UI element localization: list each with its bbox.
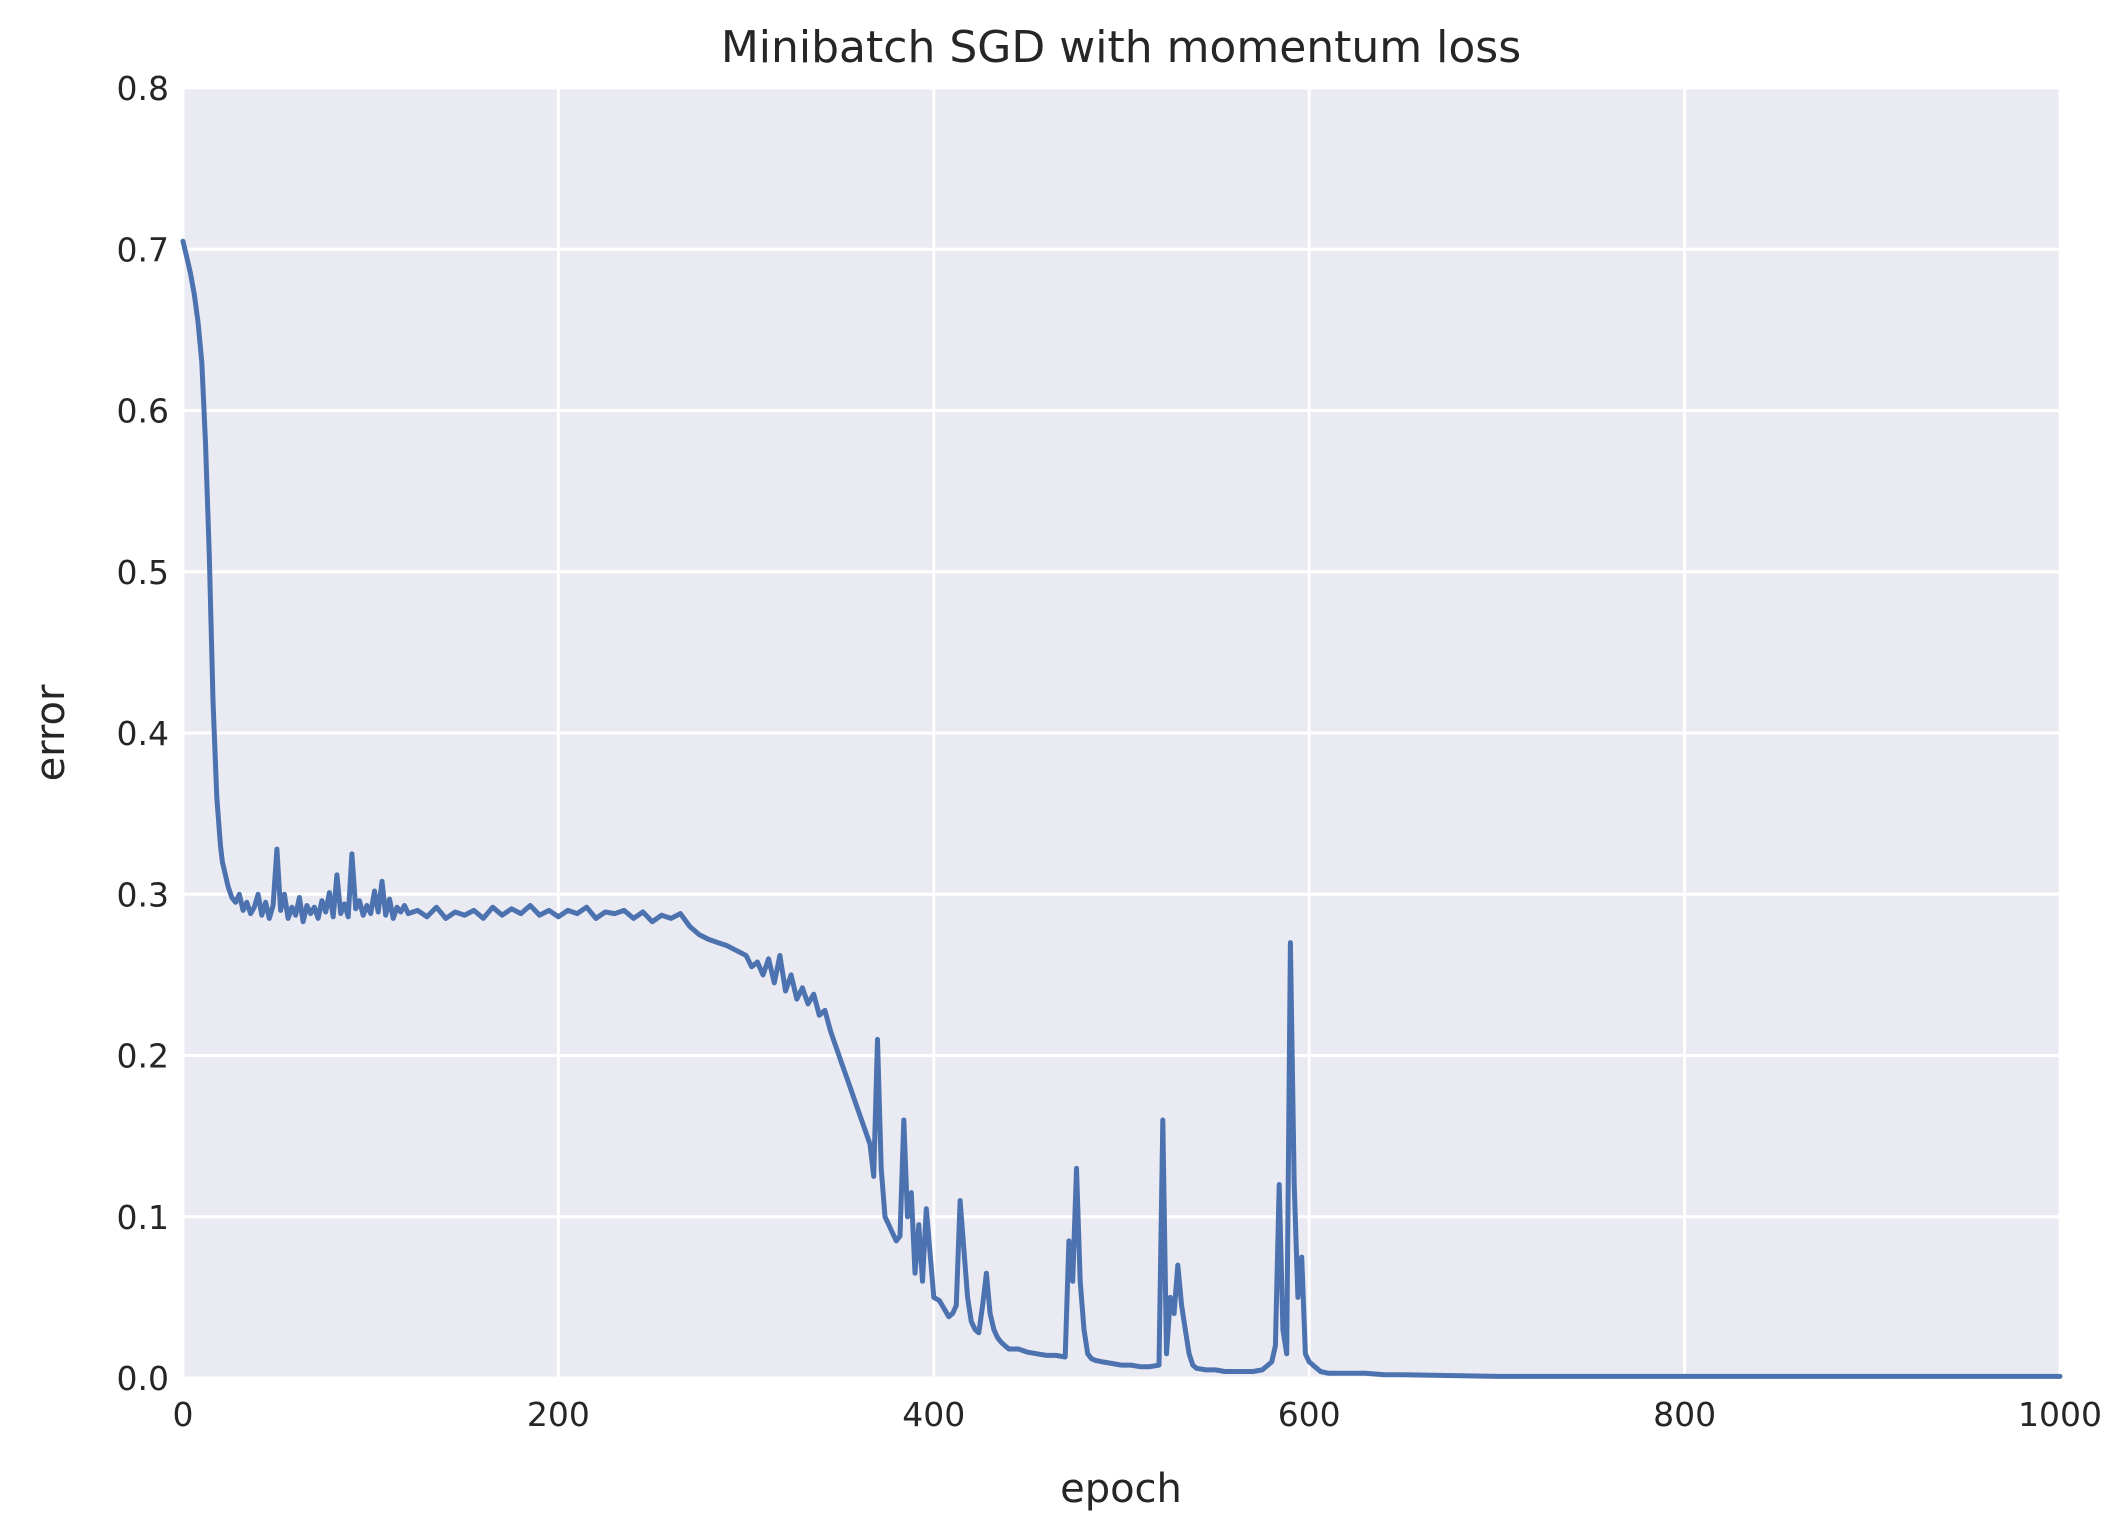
chart-title: Minibatch SGD with momentum loss (721, 22, 1521, 73)
y-tick-label: 0.7 (117, 230, 169, 269)
x-tick-label: 200 (527, 1395, 590, 1434)
y-tick-label: 0.4 (117, 714, 169, 753)
x-tick-label: 600 (1278, 1395, 1341, 1434)
y-tick-label: 0.5 (117, 553, 169, 592)
y-tick-label: 0.8 (117, 69, 169, 108)
y-tick-label: 0.0 (117, 1359, 169, 1398)
x-tick-label: 0 (173, 1395, 194, 1434)
series-group (180, 238, 2063, 1379)
y-tick-label: 0.1 (117, 1198, 169, 1237)
y-axis-label: error (28, 684, 74, 781)
x-tick-label: 400 (902, 1395, 965, 1434)
loss-series-line (180, 238, 2063, 1379)
y-tick-label: 0.2 (117, 1037, 169, 1076)
grid-lines (181, 86, 2062, 1380)
x-tick-label: 800 (1653, 1395, 1716, 1434)
x-axis-ticks: 0 200 400 600 800 1000 (173, 1395, 2102, 1434)
x-tick-label: 1000 (2018, 1395, 2102, 1434)
y-tick-label: 0.6 (117, 392, 169, 431)
x-axis-label: epoch (1060, 1466, 1182, 1512)
y-axis-ticks: 0.0 0.1 0.2 0.3 0.4 0.5 0.6 0.7 0.8 (117, 69, 169, 1398)
y-tick-label: 0.3 (117, 875, 169, 914)
